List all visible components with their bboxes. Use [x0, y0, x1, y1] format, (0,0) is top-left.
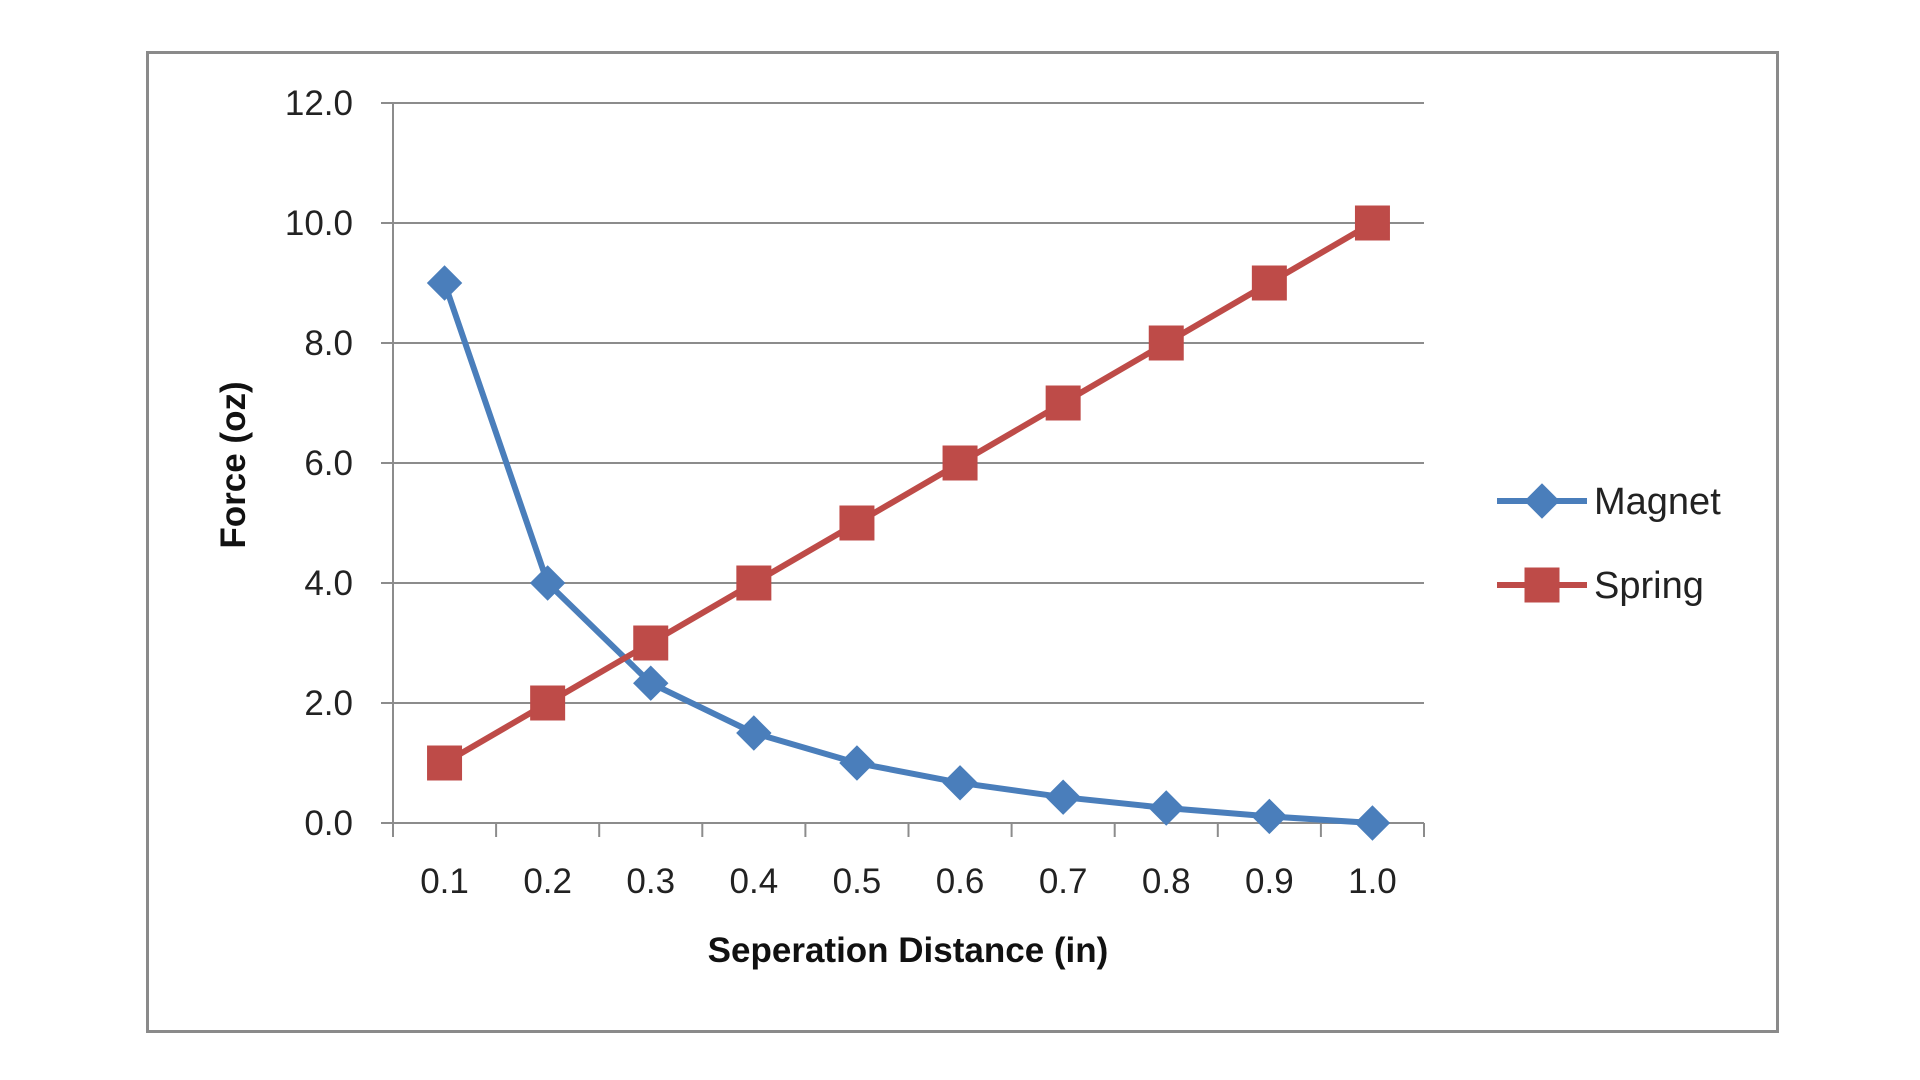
data-point-magnet — [839, 745, 875, 781]
series-spring — [427, 205, 1390, 781]
x-tick-label: 0.1 — [420, 862, 469, 901]
series-line-magnet — [441, 282, 1373, 826]
data-point-magnet — [426, 265, 463, 301]
data-point-spring — [1251, 265, 1287, 301]
series-magnet — [426, 265, 1391, 841]
data-point-spring — [839, 505, 875, 541]
x-tick-label: 0.2 — [523, 862, 572, 901]
y-tick-label: 10.0 — [285, 204, 353, 243]
axes: 0.0 2.0 4.0 6.0 8.0 10.0 12.0 0.1 0.2 0.3 0.4 0.5 0.… — [285, 84, 1425, 901]
data-point-spring — [633, 625, 669, 661]
x-axis-title: Seperation Distance (in) — [708, 931, 1109, 970]
series-layer — [426, 205, 1391, 841]
y-tick-label: 12.0 — [285, 84, 353, 123]
x-tick-label: 0.3 — [626, 862, 675, 901]
data-point-magnet — [633, 665, 669, 701]
chart-frame — [146, 51, 1779, 1033]
x-tick-label: 0.7 — [1039, 862, 1088, 901]
data-point-spring — [530, 685, 566, 721]
data-point-magnet — [1251, 798, 1288, 835]
legend-item-magnet: Magnet — [1497, 481, 1721, 523]
data-point-magnet — [1045, 779, 1081, 815]
y-tick-label: 4.0 — [304, 564, 353, 603]
data-point-spring — [942, 445, 978, 481]
x-tick-label: 0.5 — [833, 862, 882, 901]
x-tick-label: 0.8 — [1142, 862, 1191, 901]
legend-label: Spring — [1594, 565, 1704, 607]
legend-marker-spring — [1524, 567, 1560, 603]
data-point-spring — [1354, 205, 1390, 241]
legend-label: Magnet — [1594, 481, 1721, 523]
data-point-spring — [736, 565, 772, 601]
legend: Magnet Spring — [1497, 481, 1721, 607]
y-tick-label: 2.0 — [304, 684, 353, 723]
data-point-magnet — [942, 765, 978, 801]
legend-marker-magnet — [1524, 483, 1560, 519]
y-tick-label: 6.0 — [304, 444, 353, 483]
data-point-spring — [1148, 325, 1184, 361]
data-point-magnet — [736, 715, 772, 751]
legend-item-spring: Spring — [1497, 565, 1704, 607]
data-point-magnet — [529, 565, 566, 601]
x-tick-label: 0.6 — [936, 862, 985, 901]
series-line-spring — [443, 220, 1374, 766]
x-tick-label: 0.4 — [730, 862, 779, 901]
data-point-magnet — [1148, 790, 1184, 826]
y-tick-label: 8.0 — [304, 324, 353, 363]
x-tick-label: 1.0 — [1348, 862, 1397, 901]
data-point-spring — [427, 745, 463, 781]
y-tick-label: 0.0 — [304, 804, 353, 843]
y-axis-title: Force (oz) — [214, 381, 253, 548]
gridlines — [393, 102, 1424, 704]
x-tick-label: 0.9 — [1245, 862, 1294, 901]
data-point-spring — [1045, 385, 1081, 421]
data-point-magnet — [1354, 805, 1391, 841]
